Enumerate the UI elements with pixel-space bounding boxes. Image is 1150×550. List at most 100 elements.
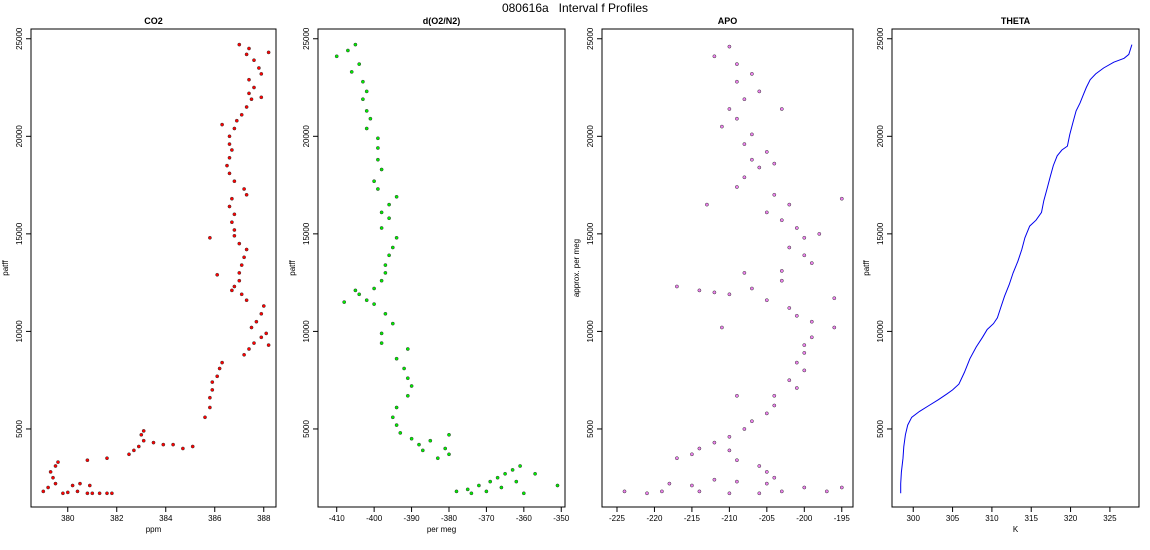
data-point-apo <box>802 351 807 355</box>
data-point-apo <box>802 368 807 373</box>
data-point-d-o2-n2 <box>379 341 384 345</box>
data-point-co2 <box>105 491 109 496</box>
x-tick-label-d-o2-n2: -380 <box>441 514 458 523</box>
data-point-d-o2-n2 <box>379 167 384 172</box>
y-tick-label-theta: 10000 <box>876 320 885 343</box>
panel-title-apo: APO <box>718 16 738 26</box>
x-tick-label-theta: 310 <box>985 514 999 523</box>
data-point-co2 <box>217 366 222 371</box>
data-point-apo <box>772 192 777 197</box>
data-point-d-o2-n2 <box>342 300 347 304</box>
data-point-apo <box>667 481 672 486</box>
data-point-apo <box>809 335 814 340</box>
data-point-apo <box>794 313 799 318</box>
x-tick-label-theta: 325 <box>1103 514 1117 523</box>
data-point-d-o2-n2 <box>372 302 376 306</box>
data-point-co2 <box>242 255 246 260</box>
x-tick-label-apo: -205 <box>759 514 776 523</box>
data-point-co2 <box>232 126 237 131</box>
data-point-co2 <box>244 105 249 109</box>
data-point-co2 <box>41 489 46 494</box>
data-point-d-o2-n2 <box>428 438 433 443</box>
data-point-d-o2-n2 <box>364 126 369 131</box>
data-point-d-o2-n2 <box>394 356 399 361</box>
data-point-apo <box>727 434 732 439</box>
data-point-apo <box>764 411 769 416</box>
data-point-d-o2-n2 <box>477 483 481 488</box>
data-point-d-o2-n2 <box>361 79 365 84</box>
data-point-apo <box>839 196 844 201</box>
data-point-co2 <box>141 438 146 443</box>
data-point-apo <box>772 393 777 398</box>
data-point-apo <box>764 298 769 303</box>
data-point-d-o2-n2 <box>376 136 380 141</box>
data-point-co2 <box>252 341 256 345</box>
data-point-d-o2-n2 <box>379 210 384 215</box>
data-point-apo <box>675 456 679 461</box>
data-point-d-o2-n2 <box>372 286 376 291</box>
data-point-co2 <box>232 228 237 232</box>
data-point-apo <box>787 306 792 310</box>
data-point-apo <box>764 481 769 486</box>
data-point-co2 <box>48 470 53 474</box>
data-point-co2 <box>181 446 185 451</box>
data-point-co2 <box>244 52 249 57</box>
data-point-apo <box>764 210 769 215</box>
x-tick-label-theta: 305 <box>946 514 960 523</box>
data-point-apo <box>712 54 717 59</box>
y-tick-label-apo: 25000 <box>586 27 595 50</box>
data-point-d-o2-n2 <box>510 468 515 472</box>
data-point-co2 <box>247 77 251 82</box>
x-tick-label-apo: -215 <box>684 514 701 523</box>
data-point-apo <box>735 185 739 189</box>
data-point-apo <box>645 491 649 496</box>
data-point-apo <box>750 72 754 76</box>
x-tick-label-apo: -200 <box>796 514 813 523</box>
data-point-co2 <box>208 405 212 410</box>
data-point-apo <box>832 325 837 330</box>
data-point-co2 <box>161 442 166 447</box>
data-point-apo <box>764 150 769 154</box>
x-tick-label-d-o2-n2: -390 <box>404 514 421 523</box>
data-point-co2 <box>232 284 237 289</box>
data-point-apo <box>735 458 739 463</box>
data-point-co2 <box>105 456 109 461</box>
data-point-co2 <box>247 46 251 51</box>
data-point-co2 <box>75 489 80 494</box>
data-point-apo <box>750 132 754 137</box>
data-point-d-o2-n2 <box>555 483 560 488</box>
data-point-co2 <box>249 325 254 330</box>
data-point-co2 <box>259 335 264 340</box>
x-tick-label-d-o2-n2: -400 <box>366 514 383 523</box>
data-point-co2 <box>259 72 264 76</box>
data-point-apo <box>779 218 784 223</box>
y-tick-label-co2: 20000 <box>15 125 24 148</box>
y-tick-label-apo: 10000 <box>586 320 595 343</box>
data-point-co2 <box>215 272 220 277</box>
data-point-d-o2-n2 <box>349 70 354 74</box>
data-point-apo <box>735 116 739 121</box>
data-point-co2 <box>132 448 136 453</box>
data-point-co2 <box>141 429 146 433</box>
data-point-co2 <box>247 91 251 96</box>
y-tick-label-co2: 10000 <box>15 320 24 343</box>
data-point-d-o2-n2 <box>394 423 399 427</box>
data-point-co2 <box>208 235 212 240</box>
data-point-d-o2-n2 <box>390 415 395 420</box>
data-point-apo <box>712 440 717 445</box>
data-point-apo <box>720 124 724 129</box>
x-tick-label-apo: -210 <box>721 514 738 523</box>
x-axis-label-theta: K <box>1013 525 1019 534</box>
data-point-d-o2-n2 <box>398 431 403 435</box>
y-tick-label-d-o2-n2: 15000 <box>302 222 311 245</box>
y-tick-label-d-o2-n2: 25000 <box>302 27 311 50</box>
data-point-d-o2-n2 <box>387 253 391 258</box>
data-point-d-o2-n2 <box>357 292 362 297</box>
data-point-apo <box>772 475 777 480</box>
data-point-co2 <box>237 241 242 246</box>
data-point-apo <box>809 319 814 324</box>
data-point-apo <box>727 292 732 297</box>
x-tick-label-apo: -195 <box>834 514 851 523</box>
data-point-co2 <box>259 311 264 316</box>
data-point-co2 <box>85 491 90 496</box>
